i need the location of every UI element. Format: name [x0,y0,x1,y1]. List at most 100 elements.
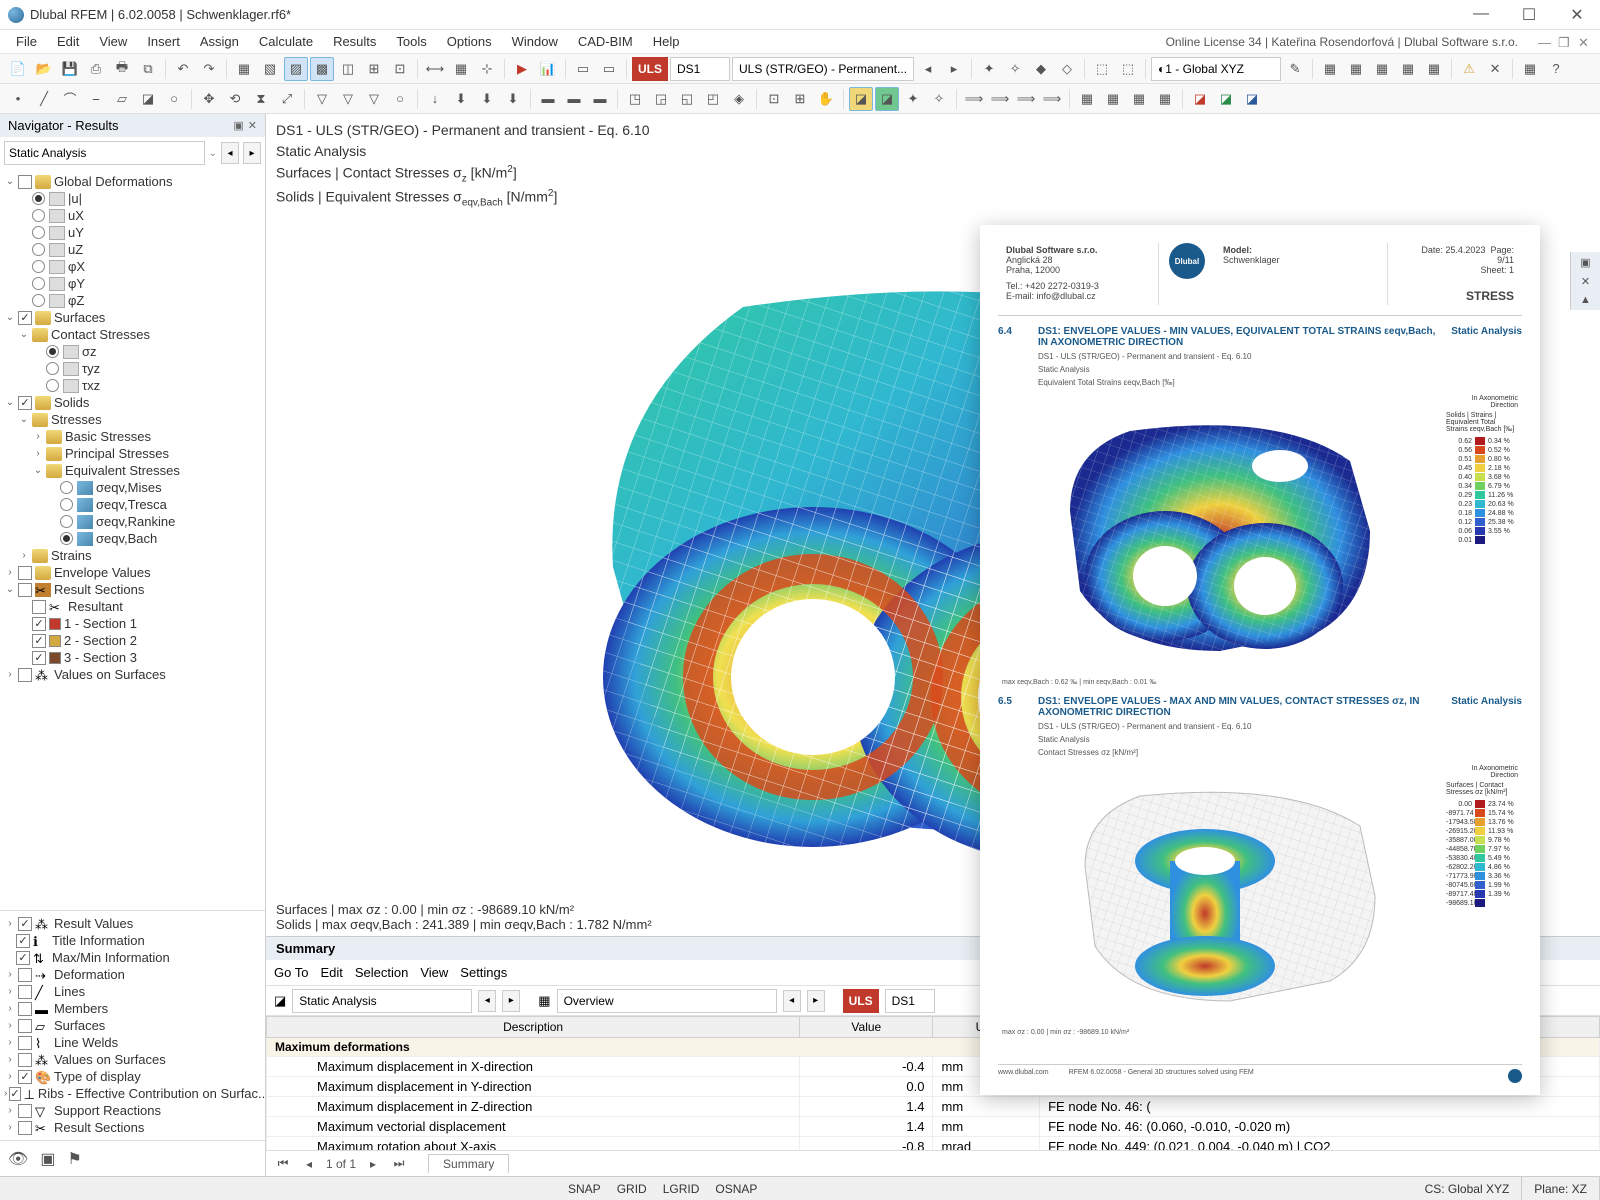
tb-x4[interactable]: ◇ [1055,57,1079,81]
tb-calc[interactable]: ▶ [510,57,534,81]
tree-radio[interactable] [32,243,45,256]
tb2-r2[interactable]: ◪ [875,87,899,111]
tb2-load2[interactable]: ⬇ [449,87,473,111]
tb-m3[interactable]: ▦ [1370,57,1394,81]
tb-warn[interactable]: ⚠ [1457,57,1481,81]
tb2-opening[interactable]: ○ [162,87,186,111]
tree-toggle[interactable]: › [32,431,44,442]
tree-sec3[interactable]: 3 - Section 3 [64,650,137,665]
sm-view[interactable]: View [420,965,448,980]
nb-result-values[interactable]: Result Values [54,916,133,931]
tree-toggle[interactable]: › [4,669,16,680]
tb2-node[interactable]: • [6,87,30,111]
tb-layer1[interactable]: ▭ [571,57,595,81]
sm-prev2[interactable]: ◂ [783,990,801,1012]
nb-vos[interactable]: Values on Surfaces [54,1052,166,1067]
tree-tauyz[interactable]: τyz [82,361,100,376]
nav-pin-icon[interactable]: ▣ [233,119,243,132]
tb-saveas[interactable]: ⎙ [84,57,108,81]
maximize-button[interactable]: ☐ [1514,5,1544,25]
sm-next2[interactable]: ▸ [807,990,825,1012]
tree-chk[interactable] [32,651,46,665]
tb2-c3[interactable]: ◪ [1240,87,1264,111]
tree-sigmaz[interactable]: σz [82,344,97,359]
tb2-surface[interactable]: ▱ [110,87,134,111]
tree-phiz[interactable]: φZ [68,293,84,308]
minimize-button[interactable]: — [1466,5,1496,25]
tb2-f2[interactable]: ⟹ [988,87,1012,111]
tree-solids[interactable]: Solids [54,395,89,410]
tb2-line[interactable]: ╱ [32,87,56,111]
tree-radio[interactable] [46,362,59,375]
tree-surfaces[interactable]: Surfaces [54,310,105,325]
tb2-move[interactable]: ✥ [197,87,221,111]
nb-maxmin[interactable]: Max/Min Information [52,950,170,965]
tb-undo[interactable]: ↶ [171,57,195,81]
sm-selection[interactable]: Selection [355,965,408,980]
nav-prev[interactable]: ◂ [221,142,239,164]
tb2-sec2[interactable]: ▬ [562,87,586,111]
nb-lines[interactable]: Lines [54,984,85,999]
tree-contact-stresses[interactable]: Contact Stresses [51,327,150,342]
tree-chk[interactable] [18,566,32,580]
nb-members[interactable]: Members [54,1001,108,1016]
nb-rs[interactable]: Result Sections [54,1120,144,1135]
nb-title-info[interactable]: Title Information [52,933,145,948]
tb-m5[interactable]: ▦ [1422,57,1446,81]
pg-last[interactable]: ⏭ [390,1156,408,1171]
nb-sr[interactable]: Support Reactions [54,1103,161,1118]
tree-vos[interactable]: Values on Surfaces [54,667,166,682]
tree-rankine[interactable]: σeqv,Rankine [96,514,175,529]
tb2-c2[interactable]: ◪ [1214,87,1238,111]
nb-type[interactable]: Type of display [54,1069,141,1084]
sm-combo2[interactable]: Overview [557,989,777,1013]
menu-calculate[interactable]: Calculate [251,32,321,51]
tb-m1[interactable]: ▦ [1318,57,1342,81]
tb2-zoomwin[interactable]: ⊞ [788,87,812,111]
tb-x1[interactable]: ✦ [977,57,1001,81]
tb-sel1[interactable]: ⬚ [1090,57,1114,81]
pg-first[interactable]: ⏮ [274,1156,292,1171]
tb-shade2[interactable]: ▧ [258,57,282,81]
rb-pin-icon[interactable]: ▣ [1580,256,1590,269]
tb-redo[interactable]: ↷ [197,57,221,81]
tb-shade1[interactable]: ▦ [232,57,256,81]
tree-equiv[interactable]: Equivalent Stresses [65,463,180,478]
tree-toggle[interactable]: ⌄ [4,584,16,595]
tree-radio[interactable] [46,345,59,358]
tree-uz[interactable]: uZ [68,242,83,257]
sm-settings[interactable]: Settings [460,965,507,980]
tree-toggle[interactable]: › [32,448,44,459]
tb-shade4[interactable]: ▩ [310,57,334,81]
tb-prev[interactable]: ◂ [916,57,940,81]
menu-window[interactable]: Window [504,32,566,51]
tree-mises[interactable]: σeqv,Mises [96,480,162,495]
menu-view[interactable]: View [91,32,135,51]
menu-minimize-icon[interactable]: — [1538,35,1552,49]
tb2-sec3[interactable]: ▬ [588,87,612,111]
nav-footer-flag-icon[interactable]: ⚑ [67,1149,81,1169]
tb2-sup1[interactable]: ▽ [310,87,334,111]
tb-m2[interactable]: ▦ [1344,57,1368,81]
menu-close-icon[interactable]: ✕ [1578,35,1592,49]
status-snap[interactable]: SNAP [560,1182,609,1196]
tb2-sec1[interactable]: ▬ [536,87,560,111]
menu-file[interactable]: File [8,32,45,51]
tree-u[interactable]: |u| [68,191,82,206]
tb2-view1[interactable]: ◳ [623,87,647,111]
status-osnap[interactable]: OSNAP [707,1182,765,1196]
tb2-arc[interactable]: ⌒ [58,87,82,111]
tree-radio[interactable] [32,226,45,239]
tree-basic[interactable]: Basic Stresses [65,429,151,444]
nav-analysis-combo[interactable]: Static Analysis [4,141,205,165]
tb-print[interactable]: 🖶 [110,57,134,81]
nav-footer-eye-icon[interactable]: 👁 [8,1149,28,1169]
sm-next1[interactable]: ▸ [502,990,520,1012]
tree-uy[interactable]: uY [68,225,84,240]
status-lgrid[interactable]: LGRID [655,1182,708,1196]
tb2-r1[interactable]: ◪ [849,87,873,111]
tb2-zoomfit[interactable]: ⊡ [762,87,786,111]
tree-radio[interactable] [60,498,73,511]
menu-tools[interactable]: Tools [388,32,434,51]
tb2-g1[interactable]: ▦ [1075,87,1099,111]
